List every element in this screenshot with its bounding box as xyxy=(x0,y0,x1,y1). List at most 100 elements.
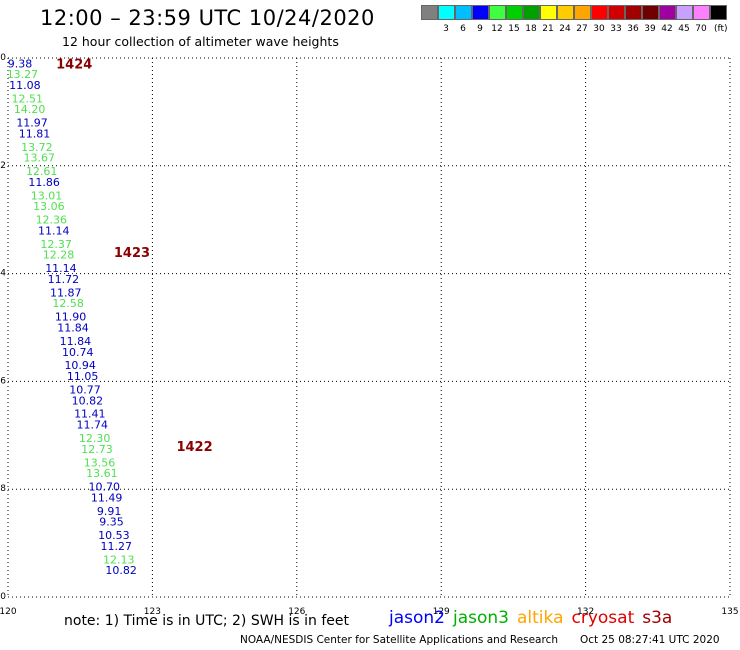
legend-label: 9 xyxy=(477,24,483,34)
legend-swatch xyxy=(642,5,659,20)
legend-unit: (ft) xyxy=(714,24,728,34)
wave-height-label: 13.06 xyxy=(33,200,65,213)
wave-height-label: 13.67 xyxy=(24,152,56,165)
legend-label: 24 xyxy=(559,24,571,34)
legend-label: 39 xyxy=(644,24,656,34)
wave-height-label: 12.13 xyxy=(103,553,135,566)
legend-label: 15 xyxy=(508,24,520,34)
wave-height-label: 12.58 xyxy=(52,297,84,310)
y-tick-label: -48 xyxy=(0,484,6,494)
legend-label: 3 xyxy=(443,24,449,34)
legend-swatch xyxy=(710,5,727,20)
y-tick-label: -44 xyxy=(0,269,6,279)
legend-label: 6 xyxy=(460,24,466,34)
wave-height-label: 12.61 xyxy=(26,165,58,178)
x-tick-label: 120 xyxy=(0,607,17,617)
wave-height-label: 13.27 xyxy=(7,68,39,81)
wave-height-label: 12.37 xyxy=(40,238,72,251)
satellite-jason2: jason2 xyxy=(389,608,445,628)
legend-swatch xyxy=(472,5,489,20)
wave-height-label: 11.84 xyxy=(57,322,89,335)
wave-height-label: 13.72 xyxy=(21,141,53,154)
note-text: note: 1) Time is in UTC; 2) SWH is in fe… xyxy=(64,613,350,629)
wave-height-label: 10.70 xyxy=(89,481,121,494)
legend-label: 18 xyxy=(525,24,537,34)
y-tick-label: -50 xyxy=(0,592,6,602)
wave-height-label: 11.14 xyxy=(45,262,77,275)
wave-height-label: 11.41 xyxy=(74,408,106,421)
wave-height-label: 11.90 xyxy=(55,311,87,324)
y-tick-label: -46 xyxy=(0,376,6,386)
wave-height-label: 9.91 xyxy=(97,505,122,518)
x-tick-label: 135 xyxy=(721,607,738,617)
wave-height-label: 13.61 xyxy=(86,467,118,480)
chart-subtitle: 12 hour collection of altimeter wave hei… xyxy=(62,34,339,49)
wave-height-label: 10.82 xyxy=(72,394,104,407)
legend-swatch xyxy=(438,5,455,20)
wave-height-label: 11.08 xyxy=(9,79,41,92)
legend-swatch xyxy=(489,5,506,20)
legend-label: 27 xyxy=(576,24,588,34)
wave-height-label: 12.36 xyxy=(36,214,68,227)
wave-height-label: 12.28 xyxy=(43,249,75,262)
satellite-cryosat: cryosat xyxy=(571,608,635,628)
x-tick-label: 123 xyxy=(144,607,161,617)
wave-height-label: 10.53 xyxy=(98,529,130,542)
wave-height-label: 11.49 xyxy=(91,491,123,504)
legend-swatch xyxy=(557,5,574,20)
legend-swatch xyxy=(659,5,676,20)
wave-height-label: 13.01 xyxy=(31,189,63,202)
satellite-s3a: s3a xyxy=(642,608,673,628)
legend-label: 36 xyxy=(627,24,639,34)
wave-height-label: 11.84 xyxy=(60,335,92,348)
data-labels: 9.3813.2711.0812.5114.2011.9711.8113.721… xyxy=(7,57,137,577)
legend-swatch xyxy=(574,5,591,20)
legend-label: 12 xyxy=(491,24,503,34)
time-labels: 1424 1423 1422 xyxy=(56,57,213,455)
legend-swatch xyxy=(625,5,642,20)
pass-time-label: 1423 xyxy=(114,246,150,261)
wave-height-label: 10.94 xyxy=(64,359,96,372)
legend-swatch xyxy=(455,5,472,20)
y-tick-label: -40 xyxy=(0,53,6,63)
legend-swatch xyxy=(693,5,710,20)
legend-swatch xyxy=(676,5,693,20)
legend-swatch xyxy=(608,5,625,20)
x-tick-labels: 120 123 126 129 132 135 xyxy=(0,607,739,617)
legend-label: 30 xyxy=(593,24,605,34)
wave-height-label: 12.51 xyxy=(12,92,44,105)
satellite-jason3: jason3 xyxy=(453,608,509,628)
wave-height-label: 11.97 xyxy=(16,117,48,130)
credit-text: NOAA/NESDIS Center for Satellite Applica… xyxy=(240,634,558,646)
legend-swatch xyxy=(591,5,608,20)
y-tick-label: -42 xyxy=(0,161,6,171)
pass-time-label: 1422 xyxy=(176,440,212,455)
x-tick-label: 126 xyxy=(288,607,305,617)
timestamp-text: Oct 25 08:27:41 UTC 2020 xyxy=(580,634,720,646)
x-tick-label: 129 xyxy=(433,607,450,617)
wave-height-label: 10.82 xyxy=(105,564,137,577)
x-tick-label: 132 xyxy=(577,607,594,617)
wave-height-label: 11.14 xyxy=(38,224,70,237)
wave-height-label: 10.74 xyxy=(62,346,94,359)
satellite-legend: jason2 jason3 altika cryosat s3a xyxy=(389,608,680,628)
legend-label: 21 xyxy=(542,24,554,34)
legend-swatch xyxy=(540,5,557,20)
wave-height-label: 12.73 xyxy=(81,443,113,456)
wave-height-label: 9.38 xyxy=(8,57,33,70)
satellite-altika: altika xyxy=(517,608,564,628)
legend-label: 42 xyxy=(661,24,673,34)
legend-swatch xyxy=(523,5,540,20)
legend-label: 45 xyxy=(678,24,690,34)
grid-lines xyxy=(7,57,731,598)
wave-height-label: 11.74 xyxy=(76,419,108,432)
wave-height-label: 11.27 xyxy=(101,540,133,553)
legend-label: 33 xyxy=(610,24,622,34)
chart-title: 12:00 – 23:59 UTC 10/24/2020 xyxy=(40,6,375,30)
wave-height-label: 11.86 xyxy=(28,176,60,189)
wave-height-label: 9.35 xyxy=(99,516,124,529)
wave-height-label: 11.05 xyxy=(67,370,99,383)
legend-swatch xyxy=(506,5,523,20)
y-tick-labels: -40 -42 -44 -46 -48 -50 xyxy=(0,53,6,602)
